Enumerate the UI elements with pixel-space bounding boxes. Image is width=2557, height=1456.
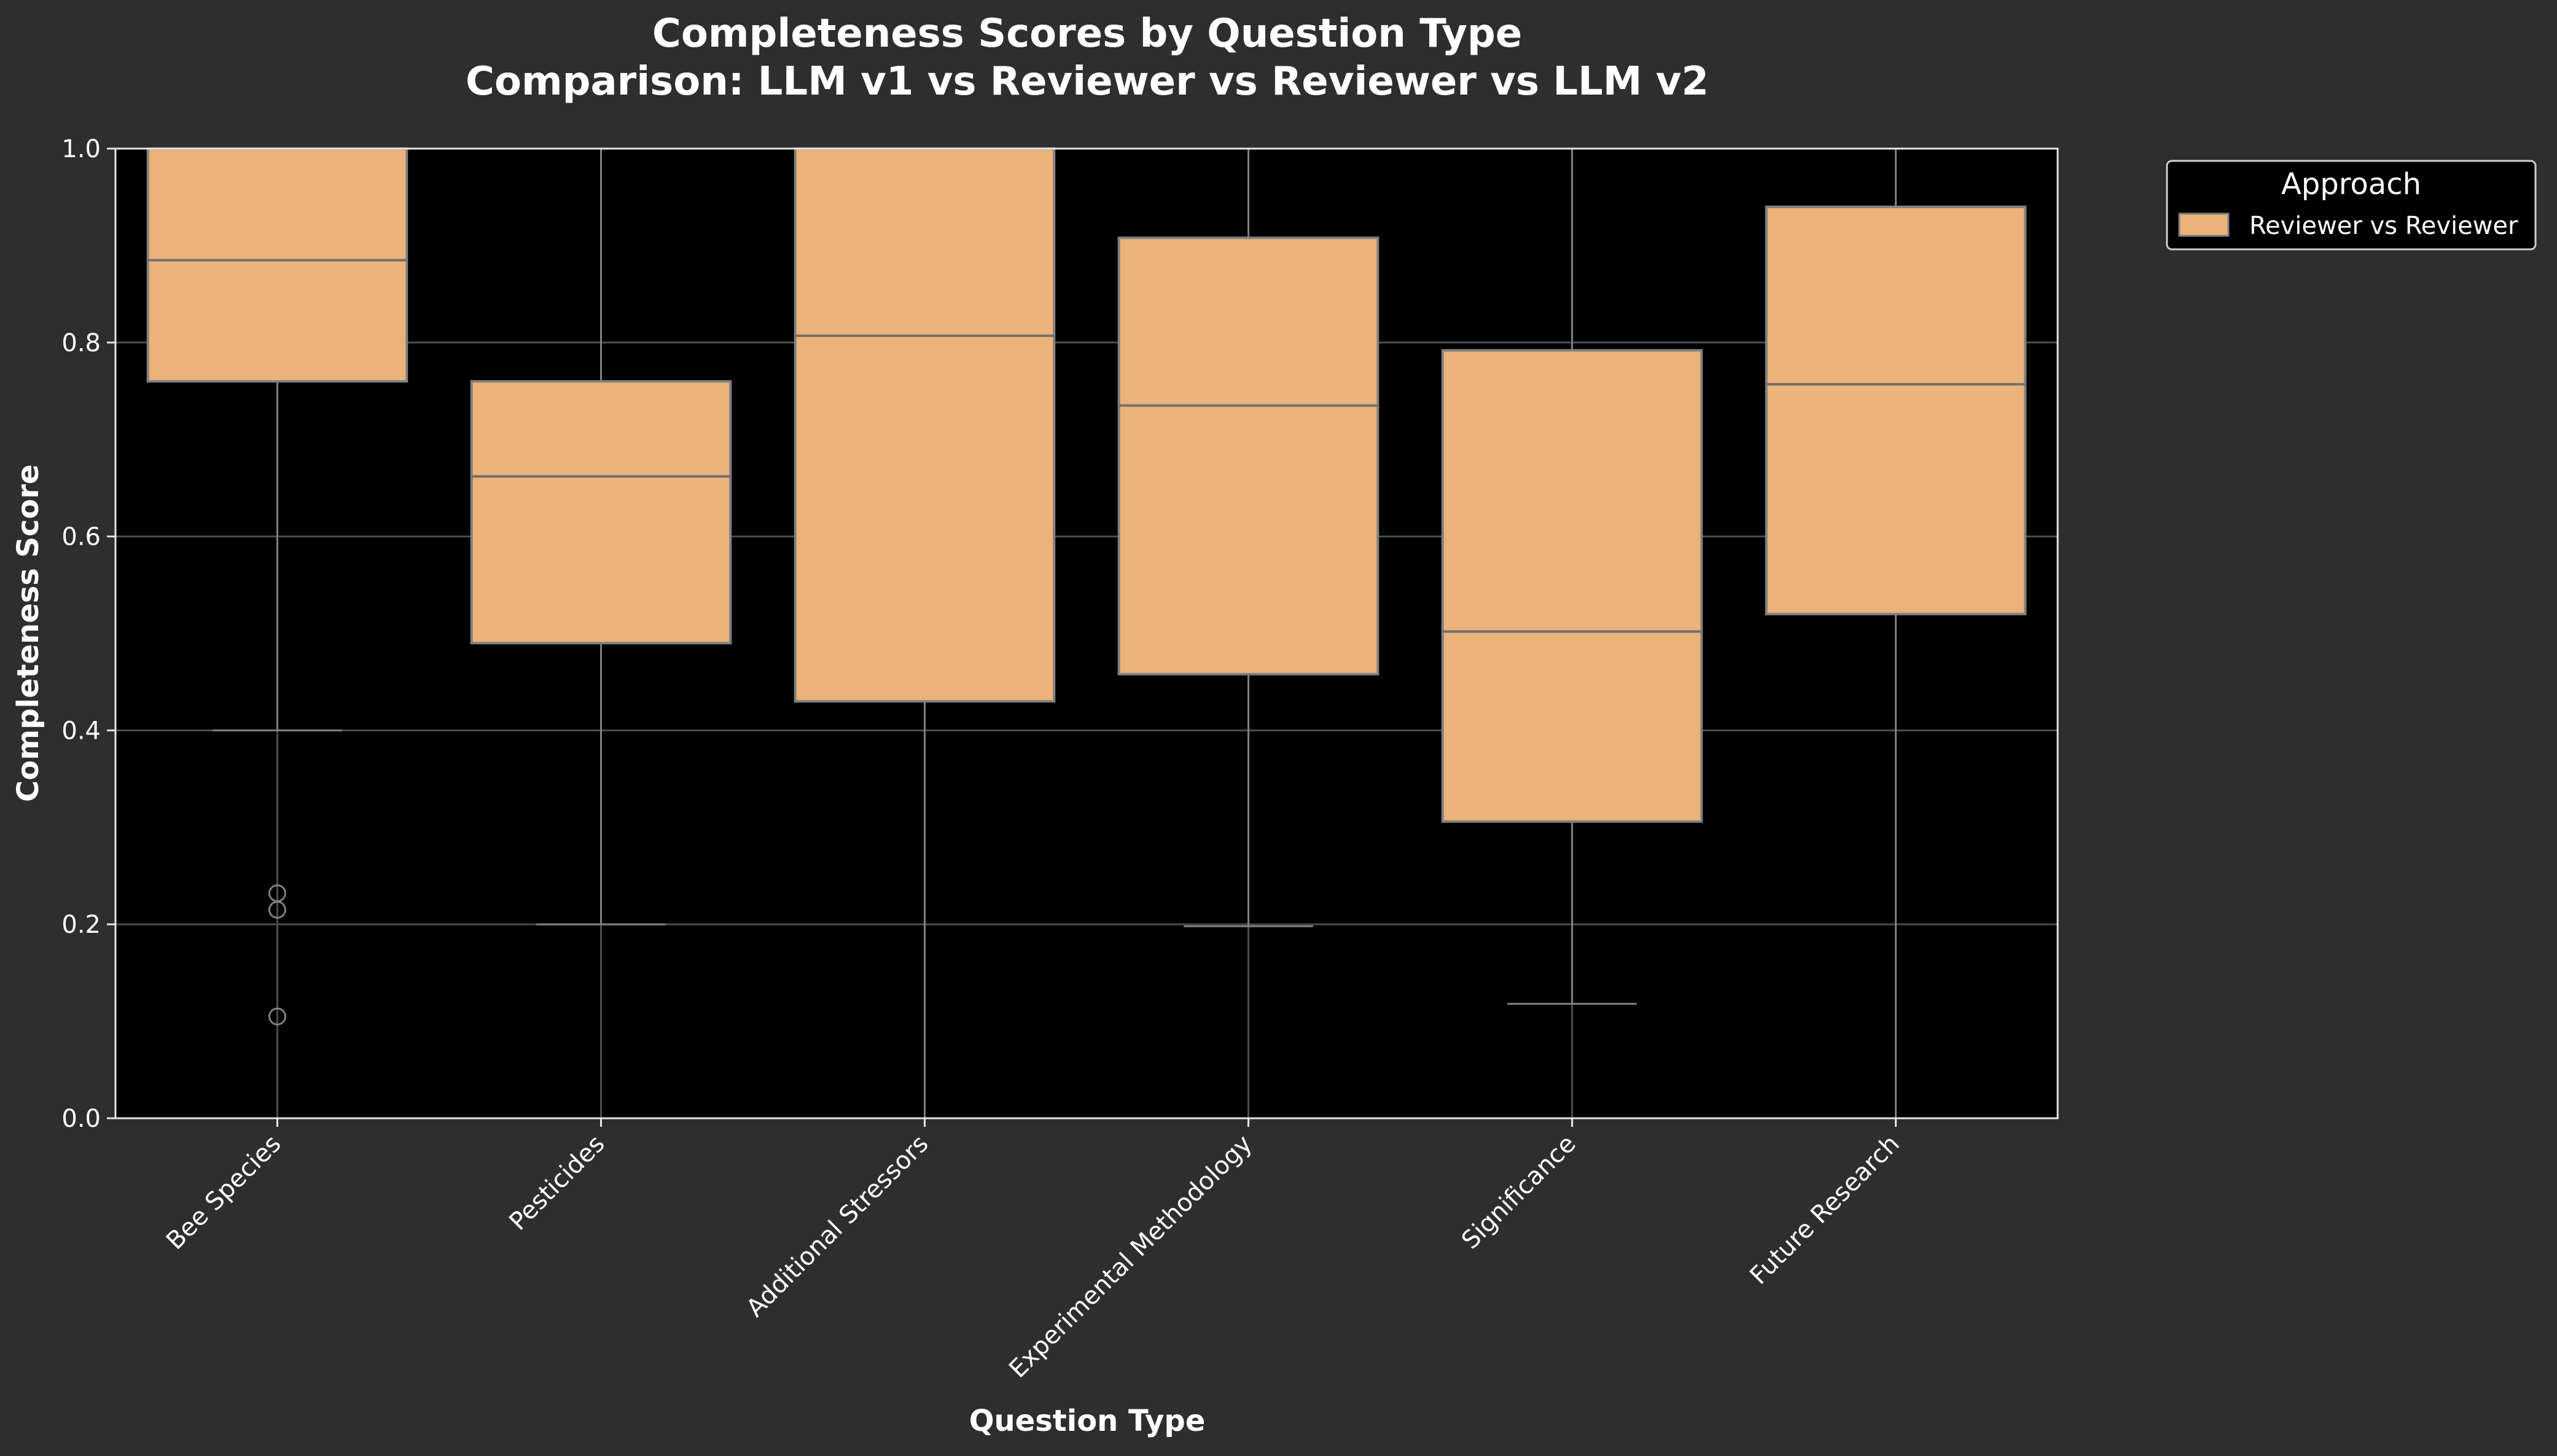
x-tick-label: Pesticides: [504, 1130, 610, 1236]
y-axis: 0.0 0.2 0.4 0.6 0.8 1.0: [61, 135, 115, 1133]
legend-frame: [2166, 160, 2537, 251]
x-tick-label: Bee Species: [161, 1130, 287, 1256]
box-group: [1765, 147, 2027, 1119]
box: [470, 380, 732, 645]
plot-frame: [114, 147, 2059, 1119]
plot-area: [115, 149, 2058, 1118]
x-tick-label: Additional Stressors: [741, 1130, 934, 1323]
boxes: [146, 147, 2027, 1119]
chart-subtitle: Comparison: LLM v1 vs Reviewer vs Review…: [466, 59, 1709, 104]
x-axis: Bee Species Pesticides Additional Stressor…: [161, 1118, 1905, 1384]
box-group: [1441, 147, 1703, 1005]
legend-swatch: [2178, 212, 2230, 237]
box-group: [1117, 147, 1380, 927]
y-tick-label: 0.8: [61, 329, 101, 357]
y-tick-label: 0.4: [61, 717, 101, 745]
box: [146, 147, 408, 383]
y-tick-label: 0.0: [61, 1105, 101, 1133]
x-tick-label: Future Research: [1744, 1130, 1905, 1290]
y-axis-label: Completeness Score: [11, 464, 45, 802]
y-tick-label: 0.6: [61, 523, 101, 551]
x-tick-label: Significance: [1456, 1130, 1582, 1255]
y-tick-label: 0.2: [61, 911, 101, 939]
box: [1441, 349, 1703, 823]
box-group: [470, 147, 732, 925]
chart-title: Completeness Scores by Question Type: [652, 11, 1522, 56]
box: [1765, 205, 2027, 615]
legend: Approach Reviewer vs Reviewer: [2166, 160, 2537, 251]
box: [794, 147, 1056, 703]
outlier-point: [268, 901, 286, 919]
x-axis-label: Question Type: [969, 1404, 1206, 1438]
outlier-point: [268, 1007, 286, 1026]
y-tick-label: 1.0: [61, 135, 101, 163]
box: [1117, 236, 1380, 675]
legend-title: Approach: [2281, 167, 2421, 201]
legend-entry: Reviewer vs Reviewer: [2249, 212, 2518, 240]
x-tick-label: Experimental Methodology: [1004, 1130, 1257, 1384]
